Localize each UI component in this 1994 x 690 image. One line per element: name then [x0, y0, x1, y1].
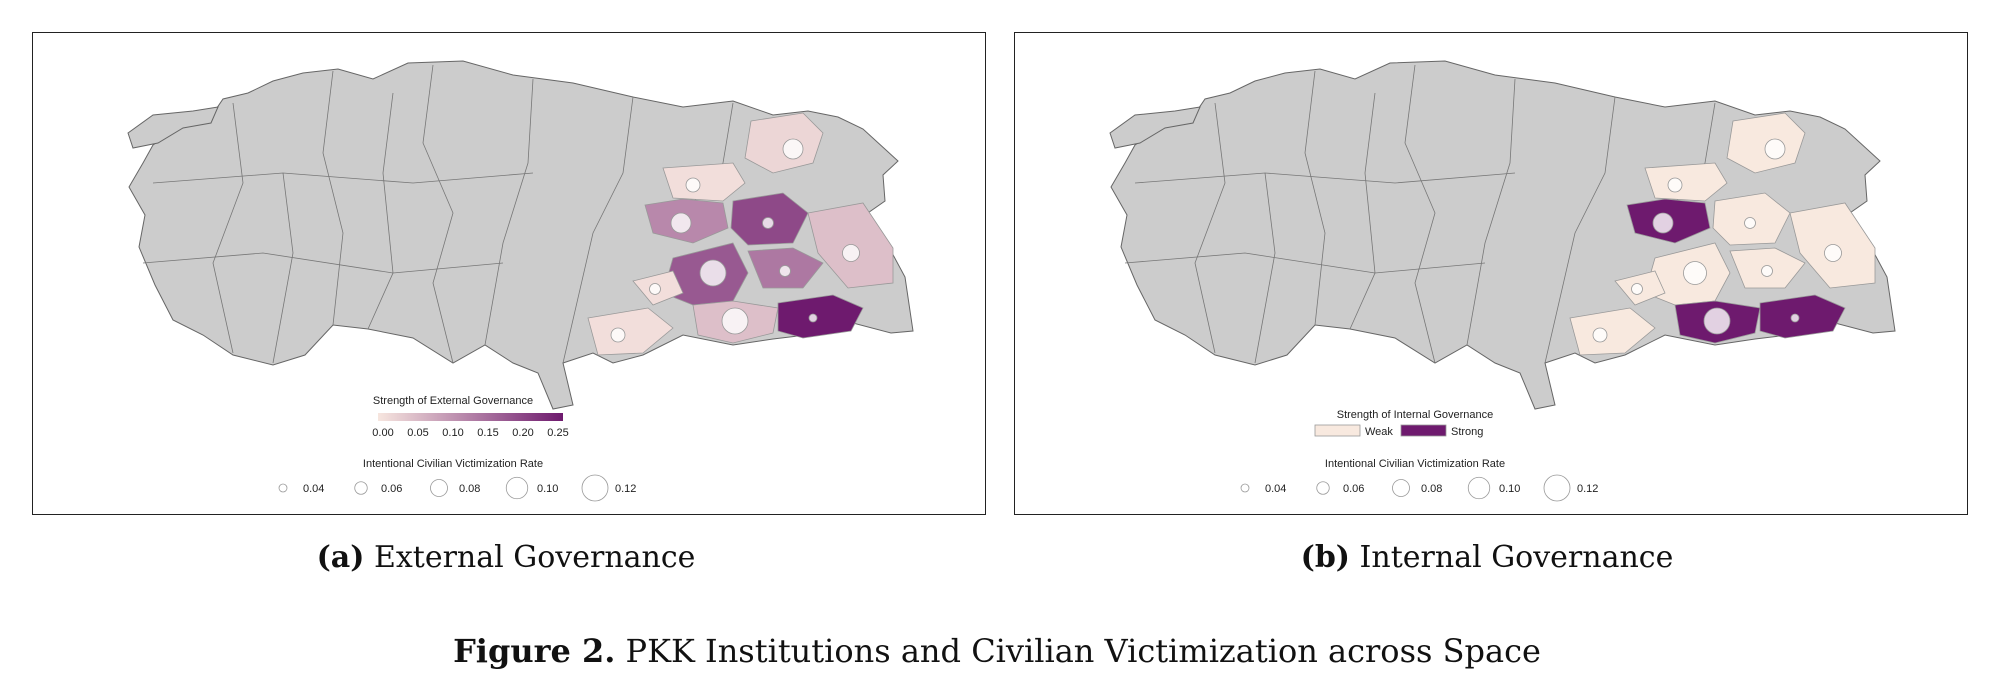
legend-swatch — [1314, 424, 1361, 437]
size-legend-circle — [1240, 483, 1250, 493]
victimization-circle — [1824, 244, 1842, 262]
size-legend-label: 0.04 — [303, 483, 324, 495]
caption-a: (a) External Governance — [317, 540, 696, 575]
province-border — [1404, 64, 1436, 364]
size-legend-circle — [505, 476, 529, 500]
map-panel-internal: Weak Strong 0.04 0.06 0.08 0.10 0.12 Strength … — [1014, 32, 1968, 515]
victimization-circle — [779, 265, 791, 277]
victimization-circle — [1761, 265, 1773, 277]
size-legend-label: 0.12 — [1577, 483, 1598, 495]
color-tick-label: 0.25 — [547, 427, 568, 439]
province-border — [142, 252, 504, 274]
province-border — [422, 64, 454, 364]
province-border — [367, 92, 394, 330]
size-legend-label: 0.10 — [1499, 483, 1520, 495]
size-legend-label: 0.06 — [381, 483, 402, 495]
province-region — [587, 307, 674, 356]
victimization-circle — [808, 313, 818, 323]
victimization-circle — [1703, 307, 1731, 335]
size-legend-label: 0.08 — [459, 483, 480, 495]
color-tick-label: 0.15 — [477, 427, 498, 439]
panel-label: (b) — [1300, 540, 1350, 575]
panel-caption: External Governance — [373, 540, 696, 575]
color-scale-bar — [378, 413, 563, 421]
province-border — [212, 102, 244, 354]
color-tick-label: 0.10 — [442, 427, 463, 439]
victimization-circle — [762, 217, 774, 229]
size-legend-label: 0.06 — [1343, 483, 1364, 495]
victimization-circle — [1667, 177, 1683, 193]
map-svg: 0.00 0.05 0.10 0.15 0.20 0.25 0.04 0.06 0.08 0.10… — [127, 60, 914, 502]
victimization-circle — [1790, 313, 1800, 323]
victimization-circle — [1683, 261, 1707, 285]
victimization-circle — [721, 307, 749, 335]
victimization-circle — [649, 283, 661, 295]
size-legend-label: 0.04 — [1265, 483, 1286, 495]
province-border — [1134, 172, 1516, 184]
panel-caption: Internal Governance — [1359, 540, 1674, 575]
province-region — [1569, 307, 1656, 356]
size-legend-title: Intentional Civilian Victimization Rate — [362, 458, 544, 470]
province-border — [1254, 172, 1276, 364]
victimization-circle — [782, 138, 804, 160]
size-legend-circle — [1543, 474, 1571, 502]
province-region — [744, 112, 824, 174]
province-border — [1544, 96, 1616, 364]
size-legend-circle — [430, 479, 448, 497]
victimization-circle — [1592, 327, 1608, 343]
province-border — [1124, 252, 1486, 274]
province-region — [777, 294, 864, 339]
province-border — [1466, 78, 1516, 346]
province-border — [1194, 102, 1226, 354]
province-region — [1759, 294, 1846, 339]
province-border — [322, 70, 344, 326]
caption-b: (b) Internal Governance — [1301, 540, 1674, 575]
victimization-circle — [1744, 217, 1756, 229]
province-region — [662, 162, 746, 202]
size-legend-circle — [278, 483, 288, 493]
province-border — [272, 172, 294, 364]
panel-label: (a) — [316, 540, 365, 575]
size-legend-circle — [1392, 479, 1410, 497]
color-tick-label: 0.05 — [407, 427, 428, 439]
victimization-circle — [670, 212, 692, 234]
legend-label: Strong — [1451, 426, 1483, 438]
size-legend-circle — [1316, 481, 1330, 495]
thrace-region — [1109, 106, 1201, 149]
size-legend-circle — [354, 481, 368, 495]
size-legend-label: 0.08 — [1421, 483, 1442, 495]
victimization-circle — [610, 327, 626, 343]
color-legend-title: Strength of External Governance — [372, 395, 534, 407]
size-legend-circle — [1467, 476, 1491, 500]
size-legend-label: 0.12 — [615, 483, 636, 495]
size-legend-circle — [581, 474, 609, 502]
victimization-circle — [1631, 283, 1643, 295]
province-border — [152, 172, 534, 184]
victimization-circle — [842, 244, 860, 262]
province-border — [562, 96, 634, 364]
province-region — [1644, 162, 1728, 202]
province-border — [1349, 92, 1376, 330]
province-border — [1304, 70, 1326, 326]
victimization-circle — [699, 259, 727, 287]
province-region — [1726, 112, 1806, 174]
color-tick-label: 0.20 — [512, 427, 533, 439]
province-border — [484, 78, 534, 346]
figure-label: Figure 2. — [453, 632, 616, 670]
color-tick-label: 0.00 — [372, 427, 393, 439]
victimization-circle — [1652, 212, 1674, 234]
figure-caption: Figure 2. PKK Institutions and Civilian … — [453, 632, 1541, 670]
victimization-circle — [1764, 138, 1786, 160]
map-panel-external: 0.00 0.05 0.10 0.15 0.20 0.25 0.04 0.06 0.08 0.10… — [32, 32, 986, 515]
legend-swatch — [1400, 424, 1447, 437]
color-legend-title: Strength of Internal Governance — [1336, 409, 1494, 421]
map-svg: Weak Strong 0.04 0.06 0.08 0.10 0.12 — [1109, 60, 1896, 502]
legend-label: Weak — [1365, 426, 1393, 438]
thrace-region — [127, 106, 219, 149]
figure-caption-text: PKK Institutions and Civilian Victimizat… — [625, 632, 1541, 670]
size-legend-label: 0.10 — [537, 483, 558, 495]
victimization-circle — [685, 177, 701, 193]
size-legend-title: Intentional Civilian Victimization Rate — [1324, 458, 1506, 470]
